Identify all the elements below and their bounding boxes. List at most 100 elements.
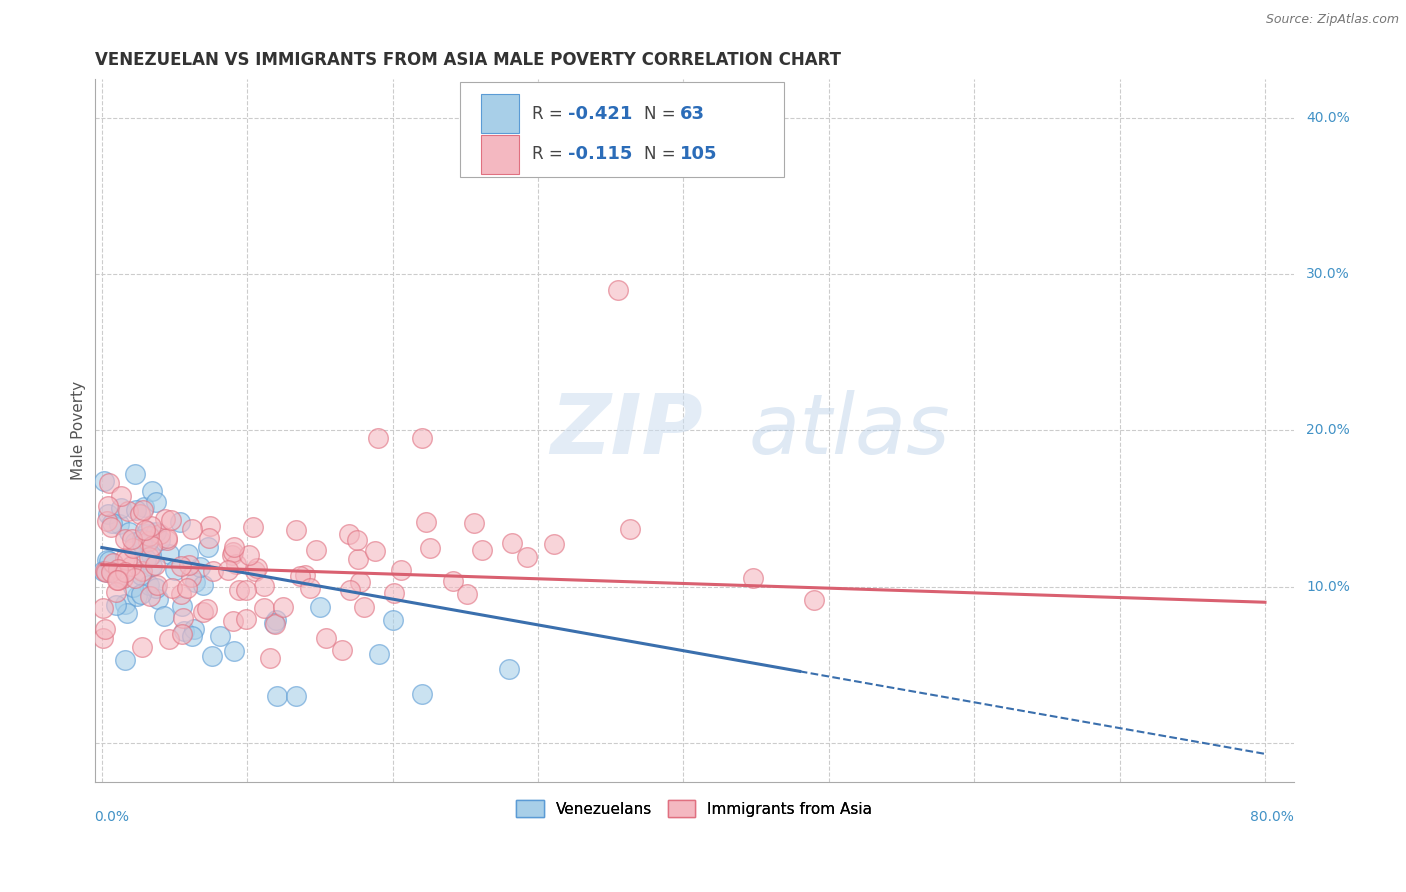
Point: [172, 627, 194, 641]
Point: [411, 687, 433, 701]
Point: [145, 581, 167, 595]
Point: [607, 283, 630, 297]
Point: [132, 503, 155, 517]
Text: -0.115: -0.115: [568, 145, 633, 163]
Point: [134, 523, 156, 537]
Point: [169, 515, 191, 529]
Point: [131, 640, 153, 655]
Point: [91, 631, 114, 645]
Point: [135, 527, 157, 541]
Y-axis label: Male Poverty: Male Poverty: [72, 381, 86, 480]
Point: [138, 578, 160, 592]
Point: [243, 565, 266, 579]
Bar: [481, 135, 519, 174]
Point: [157, 547, 180, 561]
Point: [391, 563, 413, 577]
Text: VENEZUELAN VS IMMIGRANTS FROM ASIA MALE POVERTY CORRELATION CHART: VENEZUELAN VS IMMIGRANTS FROM ASIA MALE …: [94, 51, 841, 69]
Point: [146, 592, 169, 607]
Legend: Venezuelans, Immigrants from Asia: Venezuelans, Immigrants from Asia: [510, 794, 879, 823]
Point: [177, 558, 200, 572]
Point: [138, 550, 160, 565]
Point: [225, 558, 247, 572]
Point: [339, 582, 361, 597]
Point: [498, 662, 520, 676]
Point: [502, 535, 524, 549]
Text: 105: 105: [681, 145, 717, 163]
Point: [121, 532, 143, 546]
Point: [271, 599, 294, 614]
Point: [224, 644, 246, 658]
Point: [97, 475, 120, 490]
Point: [94, 622, 117, 636]
Point: [415, 515, 437, 529]
Point: [543, 536, 565, 550]
Point: [155, 512, 177, 526]
Point: [191, 605, 214, 619]
Point: [122, 580, 145, 594]
Point: [97, 554, 120, 568]
FancyBboxPatch shape: [460, 82, 785, 177]
Point: [337, 527, 360, 541]
Point: [101, 516, 124, 531]
Point: [136, 535, 159, 549]
Text: ZIP: ZIP: [550, 390, 703, 471]
Point: [141, 539, 163, 553]
Point: [111, 571, 134, 585]
Point: [141, 483, 163, 498]
Point: [105, 573, 128, 587]
Point: [118, 524, 141, 539]
Point: [114, 653, 136, 667]
Point: [184, 574, 207, 589]
Point: [97, 500, 120, 514]
Point: [803, 592, 825, 607]
Point: [156, 533, 179, 547]
Point: [149, 527, 172, 541]
Point: [101, 556, 124, 570]
Point: [259, 650, 281, 665]
Text: atlas: atlas: [748, 390, 950, 471]
Point: [381, 613, 404, 627]
Text: 30.0%: 30.0%: [1306, 267, 1350, 281]
Point: [143, 558, 166, 573]
Point: [139, 589, 162, 603]
Point: [180, 629, 202, 643]
Text: Source: ZipAtlas.com: Source: ZipAtlas.com: [1265, 13, 1399, 27]
Point: [235, 582, 257, 597]
Point: [382, 586, 405, 600]
Point: [172, 611, 194, 625]
Point: [347, 552, 370, 566]
Point: [96, 565, 118, 579]
Point: [122, 541, 145, 556]
Point: [149, 533, 172, 547]
Point: [209, 629, 232, 643]
Point: [266, 689, 288, 703]
Point: [191, 578, 214, 592]
Point: [129, 508, 152, 522]
Point: [152, 608, 174, 623]
Point: [114, 566, 136, 580]
Point: [114, 551, 136, 566]
Text: 20.0%: 20.0%: [1306, 424, 1350, 437]
Point: [146, 578, 169, 592]
Point: [222, 615, 245, 629]
Point: [330, 643, 353, 657]
Point: [294, 568, 316, 582]
Point: [131, 537, 153, 551]
Text: 10.0%: 10.0%: [1306, 580, 1350, 593]
Point: [169, 587, 191, 601]
Point: [163, 562, 186, 576]
Text: 63: 63: [681, 104, 704, 123]
Point: [367, 431, 389, 445]
Point: [349, 575, 371, 590]
Text: R =: R =: [533, 104, 568, 123]
Point: [104, 584, 127, 599]
Point: [238, 548, 260, 562]
Point: [285, 524, 308, 538]
Point: [93, 600, 115, 615]
Point: [105, 599, 128, 613]
Point: [160, 513, 183, 527]
Point: [419, 541, 441, 556]
Point: [181, 522, 204, 536]
Point: [172, 599, 194, 613]
Point: [141, 558, 163, 573]
